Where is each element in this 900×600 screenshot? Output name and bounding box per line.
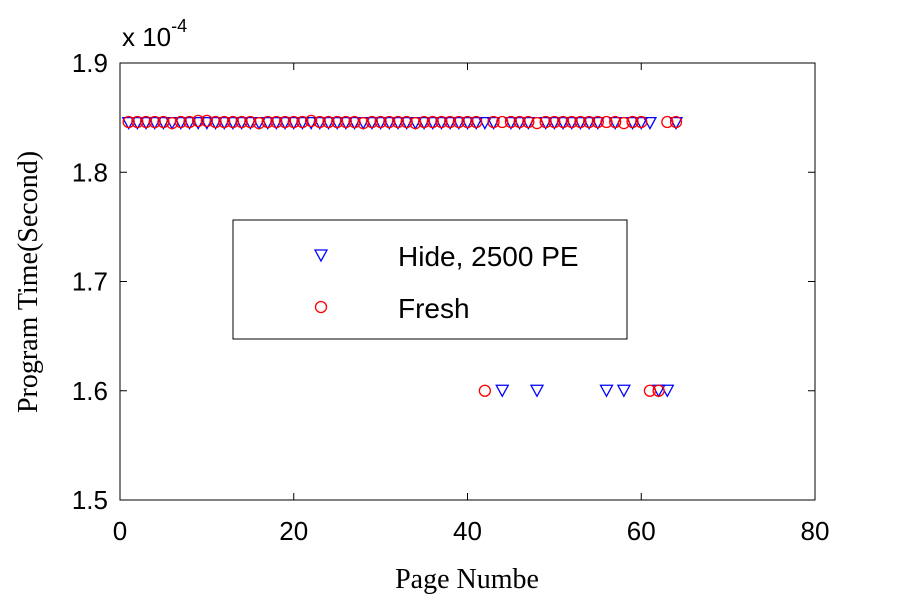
- fresh-point: [530, 116, 544, 130]
- fresh-point: [278, 115, 292, 129]
- fresh-point: [513, 115, 526, 129]
- fresh-point: [582, 115, 596, 129]
- fresh-point: [522, 115, 535, 129]
- fresh-point: [504, 115, 518, 129]
- fresh-point: [261, 115, 274, 129]
- fresh-point: [556, 115, 570, 129]
- y-tick-label: 1.7: [72, 267, 108, 297]
- fresh-point: [339, 115, 353, 129]
- fresh-point: [244, 115, 257, 129]
- fresh-point: [409, 116, 422, 130]
- fresh-point: [365, 115, 379, 129]
- fresh-point: [452, 115, 465, 129]
- fresh-point: [383, 115, 396, 129]
- fresh-point: [487, 115, 500, 129]
- axis-ticks: 0 20 40 60 80 1.5 1.6 1.7 1.8 1.9: [72, 48, 830, 546]
- legend-label-hide: Hide, 2500 PE: [398, 241, 579, 272]
- fresh-point: [139, 115, 153, 129]
- fresh-point: [470, 115, 483, 129]
- fresh-point: [435, 115, 448, 129]
- x-tick-label: 0: [113, 516, 127, 546]
- hide-2500pe-point: [495, 384, 510, 398]
- fresh-point: [539, 115, 552, 129]
- fresh-point: [661, 115, 674, 129]
- fresh-point: [270, 115, 283, 129]
- fresh-point: [400, 115, 413, 129]
- y-multiplier-base: x 10: [122, 22, 171, 52]
- fresh-point: [357, 116, 370, 130]
- y-tick-label: 1.9: [72, 48, 108, 78]
- y-tick-label: 1.6: [72, 376, 108, 406]
- fresh-point: [591, 115, 604, 129]
- legend-label-fresh: Fresh: [398, 293, 470, 324]
- x-tick-label: 80: [801, 516, 830, 546]
- fresh-point: [643, 384, 657, 397]
- fresh-point: [652, 384, 665, 397]
- fresh-point: [600, 115, 613, 129]
- legend-box: [232, 219, 628, 340]
- fresh-point: [304, 114, 318, 128]
- hide-2500pe-point: [616, 384, 631, 398]
- fresh-point: [183, 115, 196, 129]
- fresh-point: [496, 115, 509, 129]
- fresh-point: [122, 115, 135, 129]
- legend: Hide, 2500 PE Fresh: [232, 219, 628, 340]
- fresh-point: [609, 115, 622, 129]
- fresh-point: [331, 115, 344, 129]
- fresh-point: [165, 116, 179, 130]
- fresh-point: [209, 115, 222, 129]
- fresh-point: [626, 115, 639, 129]
- fresh-point: [426, 115, 439, 129]
- x-tick-label: 20: [279, 516, 308, 546]
- fresh-point: [461, 115, 474, 129]
- fresh-point: [574, 115, 587, 129]
- fresh-point: [391, 115, 405, 129]
- fresh-point: [252, 116, 266, 130]
- fresh-point: [287, 115, 300, 129]
- fresh-point: [374, 115, 387, 129]
- fresh-point: [565, 115, 578, 129]
- legend-marker-hide: [313, 249, 329, 263]
- fresh-point: [226, 115, 240, 129]
- x-axis-label: Page Numbe: [395, 564, 539, 595]
- fresh-point: [200, 114, 214, 128]
- y-axis-label: Program Time(Second): [13, 151, 44, 413]
- fresh-point: [548, 115, 561, 129]
- fresh-point: [478, 384, 492, 397]
- fresh-point: [157, 115, 170, 129]
- fresh-point: [348, 115, 361, 129]
- fresh-point: [192, 114, 205, 128]
- y-tick-label: 1.8: [72, 157, 108, 187]
- x-tick-label: 60: [627, 516, 656, 546]
- fresh-point: [443, 115, 457, 129]
- fresh-point: [131, 115, 144, 129]
- fresh-point: [174, 115, 187, 129]
- y-multiplier-exponent: -4: [171, 16, 187, 36]
- fresh-point: [235, 115, 248, 129]
- hide-2500pe-point: [529, 384, 545, 398]
- fresh-point: [148, 115, 161, 129]
- fresh-point: [296, 115, 309, 129]
- y-axis-multiplier: x 10-4: [122, 16, 187, 52]
- x-tick-label: 40: [453, 516, 482, 546]
- fresh-point: [635, 115, 648, 129]
- data-marks: [121, 114, 684, 398]
- fresh-point: [218, 115, 231, 129]
- fresh-point: [617, 116, 631, 130]
- fresh-point: [322, 115, 335, 129]
- legend-marker-fresh: [314, 300, 328, 314]
- fresh-point: [417, 115, 431, 129]
- y-tick-label: 1.5: [72, 485, 108, 515]
- fresh-point: [669, 115, 683, 129]
- hide-2500pe-point: [599, 384, 614, 398]
- fresh-point: [313, 115, 326, 129]
